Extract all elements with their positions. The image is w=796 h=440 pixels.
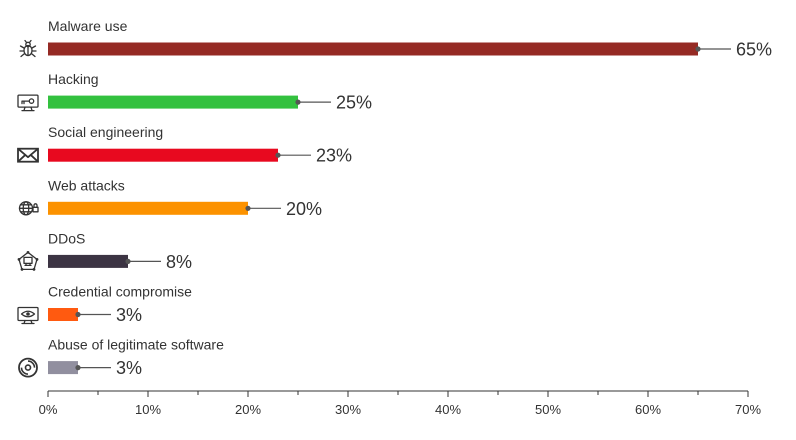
bar [48, 42, 698, 56]
bar [48, 308, 78, 321]
bar-end-dot [245, 205, 251, 211]
value-label: 65% [736, 40, 772, 60]
bar-row: Credential compromise 3% [17, 284, 192, 325]
value-label: 8% [166, 252, 192, 272]
category-label: Social engineering [48, 124, 163, 140]
x-tick-label: 70% [735, 402, 761, 417]
bug-icon [19, 39, 37, 58]
bar [48, 201, 248, 215]
disc-icon [18, 357, 38, 378]
x-tick-label: 0% [39, 402, 58, 417]
bar-row: Social engineering 23% [17, 124, 352, 166]
bar-row: Web attacks 20% [18, 177, 322, 219]
x-tick-label: 10% [135, 402, 161, 417]
bar-end-dot [695, 46, 701, 52]
bar-rows: Malware use 65% Hacking 25% Social engineeri… [17, 18, 772, 378]
monitor-key-icon [17, 94, 39, 112]
x-tick-label: 30% [335, 402, 361, 417]
network-target-icon [17, 251, 39, 271]
category-label: Malware use [48, 18, 128, 34]
bar-end-dot [75, 365, 81, 371]
bar [48, 95, 298, 109]
category-label: Hacking [48, 71, 99, 87]
globe-lock-icon [18, 201, 39, 216]
bar-row: Hacking 25% [17, 71, 372, 113]
bar [48, 254, 128, 268]
bar-row: Malware use 65% [19, 18, 772, 60]
bar [48, 148, 278, 162]
x-tick-label: 20% [235, 402, 261, 417]
category-label: Web attacks [48, 177, 125, 193]
bar-end-dot [295, 99, 301, 105]
value-label: 25% [336, 93, 372, 113]
value-label: 3% [116, 358, 142, 378]
bar-row: DDoS 8% [17, 230, 192, 272]
bar-end-dot [125, 258, 131, 264]
monitor-eye-icon [17, 306, 39, 325]
bar-row: Abuse of legitimate software 3% [18, 337, 224, 378]
category-label: DDoS [48, 230, 85, 246]
x-axis: 0% 10% 20% 30% 40% 50% 60% 70% [39, 390, 761, 417]
value-label: 23% [316, 146, 352, 166]
x-tick-label: 50% [535, 402, 561, 417]
envelope-icon [17, 147, 39, 163]
bar-end-dot [75, 311, 81, 318]
x-tick-label: 60% [635, 402, 661, 417]
category-label: Abuse of legitimate software [48, 337, 224, 353]
category-label: Credential compromise [48, 284, 192, 300]
x-tick-label: 40% [435, 402, 461, 417]
bar [48, 361, 78, 375]
value-label: 20% [286, 199, 322, 219]
value-label: 3% [116, 305, 142, 325]
bar-end-dot [275, 152, 281, 158]
